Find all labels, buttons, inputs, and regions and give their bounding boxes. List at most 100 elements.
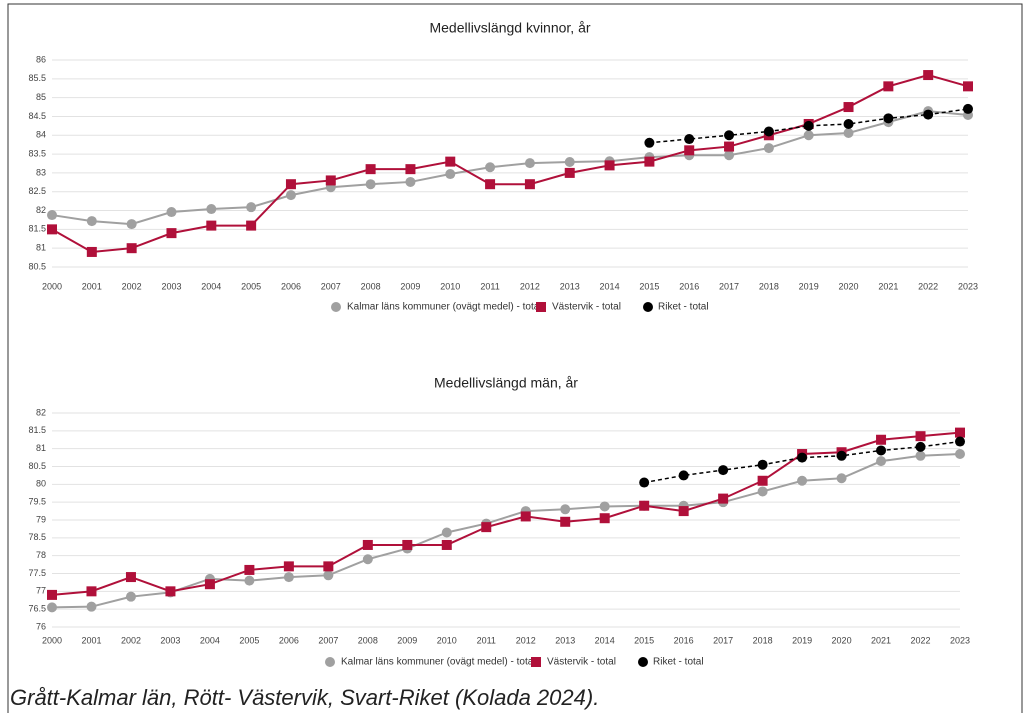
series-line (51, 110, 969, 226)
x-tick-label: 2013 (555, 635, 575, 645)
data-point (843, 128, 854, 139)
series-line (51, 74, 969, 253)
x-tick-label: 2023 (958, 281, 978, 291)
x-tick-label: 2012 (516, 635, 536, 645)
data-point (915, 441, 926, 452)
legend-label: Kalmar läns kommuner (ovägt medel) - tot… (341, 657, 536, 668)
data-point (684, 145, 695, 156)
x-tick-label: 2007 (321, 281, 341, 291)
data-point (915, 450, 926, 461)
y-tick-label: 78.5 (28, 532, 46, 542)
x-tick-label: 2001 (81, 635, 101, 645)
data-point (963, 81, 973, 92)
data-point (283, 561, 294, 572)
data-point (560, 516, 571, 527)
x-tick-label: 2015 (634, 635, 654, 645)
y-tick-label: 80.5 (28, 261, 46, 271)
data-point (876, 456, 887, 467)
data-point (283, 572, 294, 583)
x-tick-label: 2014 (595, 635, 615, 645)
y-tick-label: 79.5 (28, 497, 46, 507)
data-point (678, 470, 689, 481)
x-tick-label: 2017 (713, 635, 733, 645)
y-tick-label: 76.5 (28, 604, 46, 614)
data-point (246, 202, 257, 213)
data-point (718, 465, 729, 476)
data-point (126, 243, 137, 254)
data-point (644, 137, 655, 148)
data-point (402, 539, 413, 550)
data-point (724, 130, 735, 141)
data-point (604, 160, 615, 171)
data-point (405, 176, 416, 187)
data-point (244, 564, 255, 575)
frame (7, 3, 1023, 713)
series-line (51, 431, 961, 596)
x-tick-label: 2010 (440, 281, 460, 291)
x-tick-label: 2009 (397, 635, 417, 645)
data-point (524, 158, 535, 169)
data-point (285, 190, 296, 201)
x-tick-label: 2015 (639, 281, 659, 291)
y-tick-label: 83.5 (28, 148, 46, 158)
y-tick-label: 84.5 (28, 111, 46, 121)
x-tick-label: 2006 (279, 635, 299, 645)
data-point (915, 431, 926, 442)
data-point (843, 118, 854, 129)
y-tick-label: 81 (36, 243, 46, 253)
x-tick-label: 2008 (358, 635, 378, 645)
data-point (718, 493, 729, 504)
data-point (757, 486, 768, 497)
data-point (639, 477, 650, 488)
data-point (923, 70, 934, 81)
data-point (365, 164, 376, 175)
x-tick-label: 2002 (122, 281, 142, 291)
data-point (86, 586, 97, 597)
x-tick-label: 2005 (241, 281, 261, 291)
data-point (520, 511, 531, 522)
data-point (724, 141, 735, 152)
data-point (560, 504, 571, 515)
data-point (963, 103, 973, 114)
y-tick-label: 85 (36, 92, 46, 102)
data-point (564, 156, 575, 167)
data-point (883, 81, 894, 92)
data-point (325, 175, 336, 186)
data-point (524, 179, 535, 190)
data-point (323, 561, 334, 572)
y-tick-label: 81 (36, 443, 46, 453)
data-point (206, 204, 217, 215)
data-point (481, 522, 492, 533)
data-point (166, 207, 177, 218)
data-point (405, 164, 416, 175)
y-tick-label: 83 (36, 167, 46, 177)
series-line (649, 108, 969, 144)
legend-label: Riket - total (658, 302, 709, 313)
data-point (445, 169, 456, 180)
data-point (763, 126, 774, 137)
legend-marker (331, 302, 341, 312)
data-point (204, 579, 215, 590)
data-point (362, 554, 373, 565)
x-tick-label: 2022 (911, 635, 931, 645)
data-point (445, 156, 456, 167)
data-point (285, 179, 296, 190)
data-point (843, 102, 854, 113)
x-tick-label: 2007 (318, 635, 338, 645)
data-point (246, 220, 257, 231)
data-point (323, 570, 334, 581)
legend-marker (536, 302, 546, 312)
legend-marker (325, 657, 335, 667)
data-point (599, 513, 610, 524)
x-tick-label: 2002 (121, 635, 141, 645)
legend-label: Kalmar läns kommuner (ovägt medel) - tot… (347, 302, 542, 313)
data-point (165, 586, 176, 597)
caption: Grått-Kalmar län, Rött- Västervik, Svart… (10, 685, 599, 710)
data-point (86, 216, 97, 227)
data-point (955, 427, 965, 438)
x-tick-label: 2018 (753, 635, 773, 645)
data-point (724, 150, 735, 161)
data-point (365, 179, 376, 190)
